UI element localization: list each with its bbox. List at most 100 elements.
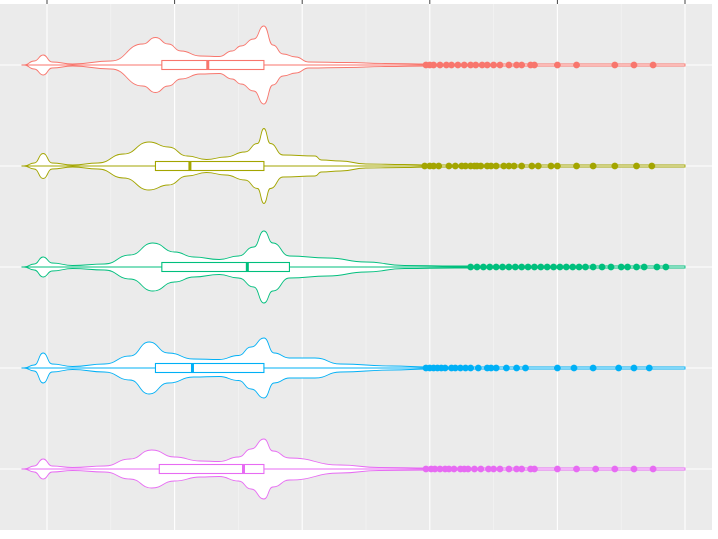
outlier-point <box>649 61 657 69</box>
outlier-point <box>624 263 631 271</box>
outlier-point <box>573 61 580 69</box>
outlier-point <box>462 162 469 170</box>
outlier-point <box>662 263 670 271</box>
outlier-point <box>445 465 453 473</box>
outlier-point <box>492 162 500 170</box>
outlier-point <box>653 263 661 271</box>
outlier-point <box>607 263 615 271</box>
outlier-point <box>483 61 491 69</box>
outlier-point <box>528 162 536 170</box>
outlier-point <box>467 61 475 69</box>
outlier-point <box>630 364 638 372</box>
outlier-point <box>467 364 475 372</box>
outlier-point <box>589 162 597 170</box>
outlier-point <box>467 263 475 271</box>
outlier-point <box>531 61 538 69</box>
outlier-point <box>442 61 450 69</box>
violin-series <box>21 25 686 500</box>
outlier-point <box>511 263 519 271</box>
outlier-point <box>518 162 526 170</box>
outlier-point <box>451 364 459 372</box>
outlier-point <box>554 364 561 372</box>
outlier-point <box>630 465 638 473</box>
outlier-point <box>611 465 619 473</box>
outlier-point <box>640 263 648 271</box>
outlier-point <box>524 263 532 271</box>
outlier-point <box>462 364 469 372</box>
box-iqr <box>154 362 265 374</box>
outlier-point <box>422 465 430 473</box>
outlier-point <box>575 263 583 271</box>
outlier-point <box>554 61 561 69</box>
outlier-point <box>534 162 542 170</box>
outlier-point <box>505 263 513 271</box>
outlier-point <box>430 61 438 69</box>
outlier-point <box>617 263 625 271</box>
outlier-point <box>496 465 504 473</box>
outlier-point <box>531 465 538 473</box>
outlier-point <box>547 162 555 170</box>
outlier-point <box>492 364 500 372</box>
outlier-point <box>518 465 526 473</box>
outlier-point <box>471 465 478 473</box>
outlier-point <box>490 465 497 473</box>
box-iqr <box>161 261 290 273</box>
outlier-point <box>505 465 513 473</box>
outlier-point <box>582 263 589 271</box>
violin-group <box>21 438 686 500</box>
outlier-point <box>477 465 485 473</box>
outlier-point <box>464 465 472 473</box>
outlier-point <box>513 465 520 473</box>
violin-group <box>21 25 686 105</box>
box-iqr <box>158 463 265 475</box>
outlier-point <box>510 162 518 170</box>
outlier-point <box>454 61 462 69</box>
outlier-point <box>436 61 444 69</box>
outlier-point <box>436 465 444 473</box>
violin-group <box>21 337 686 399</box>
outlier-point <box>543 263 551 271</box>
outlier-point <box>633 162 640 170</box>
outlier-point <box>556 263 564 271</box>
outlier-point <box>518 61 526 69</box>
outlier-point <box>554 162 561 170</box>
outlier-point <box>474 364 482 372</box>
outlier-point <box>479 263 487 271</box>
outlier-point <box>633 263 640 271</box>
violin-group <box>21 230 686 304</box>
outlier-point <box>569 263 577 271</box>
outlier-point <box>513 364 520 372</box>
outlier-point <box>531 263 538 271</box>
outlier-point <box>485 465 492 473</box>
outlier-point <box>500 162 508 170</box>
outlier-point <box>430 162 438 170</box>
outlier-point <box>615 364 623 372</box>
outlier-point <box>611 61 619 69</box>
outlier-point <box>550 263 557 271</box>
box-iqr <box>161 59 265 71</box>
outlier-point <box>448 61 455 69</box>
outlier-point <box>445 162 453 170</box>
outlier-point <box>537 263 545 271</box>
outlier-point <box>492 263 500 271</box>
outlier-point <box>513 61 520 69</box>
outlier-point <box>598 263 606 271</box>
outlier-point <box>592 465 600 473</box>
outlier-point <box>562 263 570 271</box>
outlier-point <box>611 162 619 170</box>
outlier-point <box>477 162 485 170</box>
box-iqr <box>154 160 265 172</box>
outlier-point <box>457 364 464 372</box>
outlier-point <box>522 364 529 372</box>
outlier-point <box>451 162 459 170</box>
outlier-point <box>502 364 510 372</box>
outlier-point <box>441 364 449 372</box>
outlier-point <box>505 61 513 69</box>
outlier-point <box>478 61 486 69</box>
outlier-point <box>450 465 458 473</box>
outlier-point <box>486 263 494 271</box>
outlier-point <box>435 162 443 170</box>
outlier-point <box>589 364 597 372</box>
